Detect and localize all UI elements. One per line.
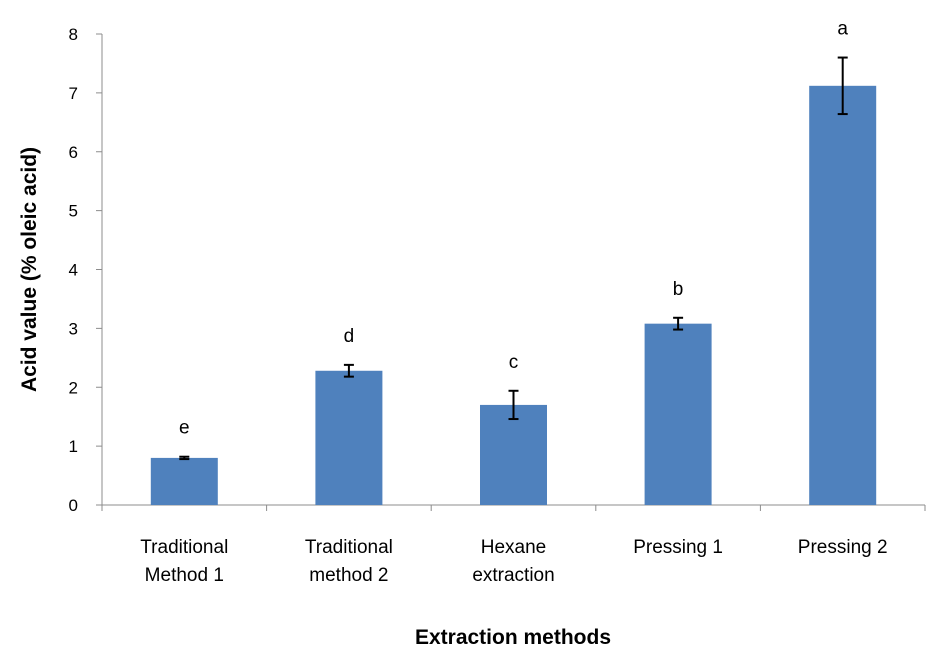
- y-tick-label: 8: [69, 25, 78, 44]
- y-axis-title: Acid value (% oleic acid): [18, 147, 41, 392]
- y-tick-label: 0: [69, 496, 78, 515]
- y-tick-label: 4: [69, 261, 78, 280]
- x-axis-tick-labels: Traditional Method 1 Traditional method 2 He…: [101, 505, 926, 586]
- bar: [480, 404, 547, 505]
- x-tick-label: Pressing 1: [633, 537, 723, 558]
- bar: [809, 85, 877, 505]
- bar: [315, 370, 383, 505]
- bars: e d c b a: [150, 19, 877, 505]
- x-tick-label: Pressing 2: [798, 537, 888, 558]
- significance-letter: d: [344, 326, 355, 347]
- significance-letter: e: [179, 418, 190, 439]
- x-axis-title: Extraction methods: [415, 626, 611, 649]
- y-tick-label: 3: [69, 319, 78, 338]
- y-tick-label: 5: [69, 202, 78, 221]
- y-tick-label: 1: [69, 437, 78, 456]
- y-tick-label: 6: [69, 143, 78, 162]
- bar: [644, 323, 712, 505]
- y-axis-ticks: 0 1 2 3 4 5 6 7 8: [69, 25, 102, 515]
- y-tick-label: 7: [69, 84, 78, 103]
- significance-letter: b: [673, 279, 684, 300]
- bar: [150, 457, 218, 505]
- x-tick-label: Traditional method 2: [305, 537, 393, 586]
- significance-letter: a: [837, 19, 848, 40]
- significance-letter: c: [509, 352, 519, 373]
- x-tick-label: Hexane extraction: [472, 537, 554, 586]
- y-tick-label: 2: [69, 378, 78, 397]
- x-tick-label: Traditional Method 1: [140, 537, 228, 586]
